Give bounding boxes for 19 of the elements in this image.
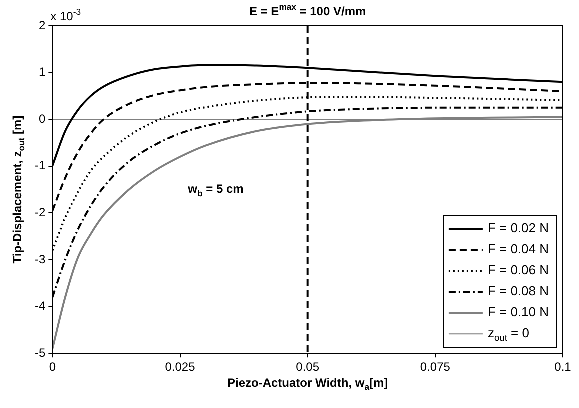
legend-label: F = 0.02 N (488, 220, 550, 236)
y-tick-label: -3 (35, 252, 46, 266)
y-tick-label: -1 (35, 158, 46, 173)
y-tick-label: 1 (38, 65, 46, 80)
legend-label: F = 0.10 N (488, 304, 550, 320)
y-tick-label: 2 (38, 18, 46, 32)
y-tick-label: -4 (35, 299, 46, 314)
x-tick-label: 0.1 (554, 360, 572, 374)
y-tick-label: -5 (35, 346, 46, 360)
x-tick-label: 0.025 (165, 360, 196, 374)
x-tick-label: 0.075 (420, 360, 451, 374)
x-tick-label: 0 (49, 360, 56, 374)
y-tick-label: -2 (35, 206, 46, 220)
legend-label: F = 0.08 N (488, 284, 550, 299)
legend-label: F = 0.04 N (488, 242, 550, 257)
x-tick-label: 0.05 (296, 360, 320, 374)
legend-label: F = 0.06 N (488, 262, 550, 278)
y-tick-label: 0 (38, 112, 46, 126)
y-axis-title: Tip-Displacement, zout [m] (10, 116, 27, 264)
